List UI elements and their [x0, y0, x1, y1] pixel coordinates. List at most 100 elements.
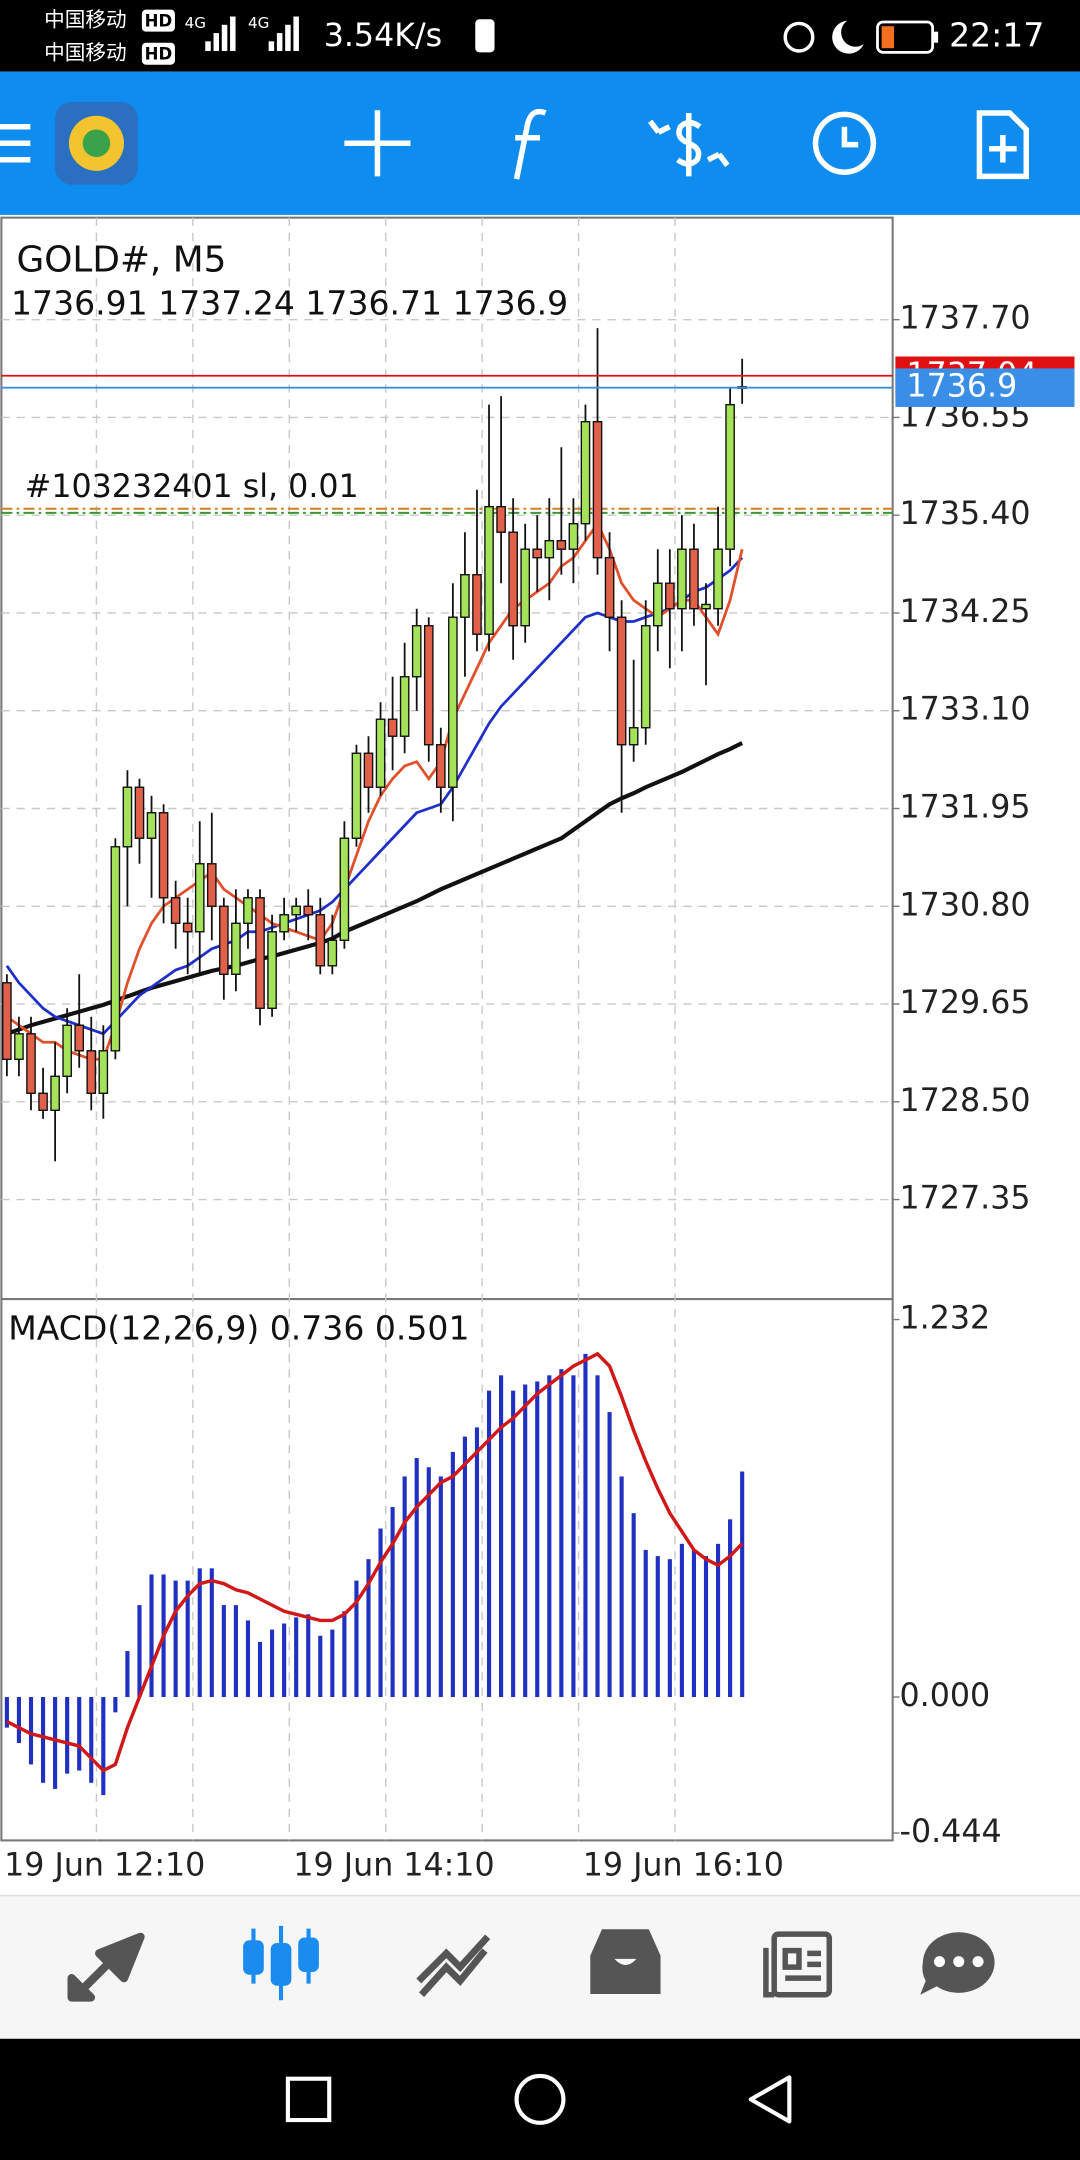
candle-body: [652, 582, 663, 627]
trade-tab[interactable]: [416, 1934, 491, 1997]
net-speed: 3.54K/s: [324, 18, 442, 54]
candle-body: [616, 616, 627, 746]
toolbar: [0, 71, 1080, 215]
macd-bar: [631, 1513, 636, 1698]
candle-body: [544, 540, 555, 559]
price-label: 1736.9: [906, 369, 1017, 405]
back-button[interactable]: [748, 2075, 792, 2124]
macd-bar: [474, 1427, 480, 1698]
macd-bar: [667, 1559, 672, 1698]
candle-body: [580, 420, 591, 525]
period-button[interactable]: [812, 111, 877, 175]
macd-bar: [511, 1390, 516, 1698]
plot: #103232401 sl, 0.01: [1, 328, 893, 1796]
y-tick-label: -0.444: [900, 1814, 1002, 1850]
candle-body: [532, 548, 543, 559]
candle-body: [98, 1050, 109, 1094]
macd-bar: [655, 1556, 660, 1698]
macd-bar: [221, 1605, 226, 1698]
menu-button[interactable]: [0, 123, 31, 163]
news-tab[interactable]: [763, 1931, 833, 1998]
macd-bar: [559, 1369, 564, 1698]
carrier: 中国移动: [44, 41, 127, 65]
quotes-tab[interactable]: [67, 1932, 145, 2002]
candle-body: [604, 557, 615, 618]
candle-body: [556, 540, 567, 550]
macd-bar: [209, 1568, 214, 1698]
chart-frame: [0, 216, 894, 1842]
macd-bar: [173, 1580, 178, 1698]
app-icon-logo: [82, 129, 111, 158]
y-tick-label: 1737.70: [900, 301, 1031, 337]
indicator-button[interactable]: [513, 108, 547, 180]
x-tick-label: 19 Jun 14:10: [293, 1848, 494, 1884]
system-nav: [0, 2038, 1080, 2160]
status-bar: [0, 0, 1080, 72]
signal-line: [6, 1351, 744, 1773]
ohlc-open: 1736.91: [11, 283, 148, 322]
macd-bar: [607, 1412, 612, 1698]
ohlc-close: 1736.9: [453, 283, 569, 322]
macd-bar: [643, 1549, 648, 1698]
candle-body: [520, 548, 531, 627]
home-button[interactable]: [514, 2073, 566, 2125]
macd-bar: [583, 1353, 588, 1698]
macd-bar: [197, 1568, 202, 1698]
hd: HD: [145, 45, 173, 64]
ohlc-readout: 1736.91 1737.24 1736.71 1736.9: [11, 283, 568, 322]
new-order-button[interactable]: [976, 110, 1030, 180]
grid: [1, 217, 893, 1841]
hd: HD: [145, 12, 173, 31]
chat-tab[interactable]: [920, 1932, 995, 1995]
trade-button[interactable]: [648, 112, 730, 177]
macd-title: MACD(12,26,9): [8, 1308, 259, 1347]
macd-bar: [257, 1641, 263, 1698]
macd-bar: [270, 1629, 275, 1698]
order-label: #103232401 sl, 0.01: [25, 469, 359, 505]
macd-bar: [282, 1623, 287, 1698]
candle-body: [508, 531, 518, 627]
notify-icon: [475, 19, 495, 53]
signal-value: 0.501: [375, 1308, 470, 1347]
candle-body: [484, 506, 494, 635]
macd-bar: [571, 1375, 576, 1698]
candle-body: [628, 727, 639, 746]
candle-body: [496, 506, 506, 533]
moving-average: [6, 741, 744, 1036]
macd-bar: [318, 1635, 323, 1698]
battery-tip: [933, 31, 939, 43]
macd-bar: [137, 1605, 142, 1698]
y-tick-label: 1735.40: [900, 496, 1031, 532]
network: 4G: [248, 14, 269, 32]
candle-body: [267, 931, 277, 1009]
macd-bar: [28, 1697, 34, 1765]
candle-body: [327, 939, 338, 967]
history-tab[interactable]: [590, 1929, 661, 1995]
macd-bar: [535, 1381, 540, 1698]
chart-tab[interactable]: [243, 1925, 319, 2001]
y-tick-label: 1.232: [900, 1301, 991, 1337]
candle-body: [122, 786, 133, 848]
macd-bar: [619, 1476, 624, 1698]
macd-bar: [715, 1543, 721, 1698]
x-tick-label: 19 Jun 12:10: [4, 1848, 205, 1884]
candle-body: [351, 752, 362, 839]
crosshair-button[interactable]: [344, 110, 411, 177]
macd-bar: [77, 1697, 82, 1771]
macd-bar: [65, 1697, 70, 1774]
macd-bar: [595, 1375, 600, 1698]
carrier: 中国移动: [44, 8, 127, 32]
y-tick-label: 1730.80: [900, 887, 1031, 923]
recents-button[interactable]: [285, 2076, 332, 2123]
macd-bar: [53, 1697, 58, 1789]
candle-body: [2, 982, 12, 1060]
bottom-nav: [0, 1895, 1080, 2039]
ohlc-high: 1737.24: [158, 283, 295, 322]
alarm-icon: [783, 21, 815, 53]
macd-bar: [101, 1697, 106, 1796]
candle-body: [399, 676, 410, 737]
y-tick-label: 1729.65: [900, 985, 1031, 1021]
macd-bar: [691, 1549, 697, 1698]
